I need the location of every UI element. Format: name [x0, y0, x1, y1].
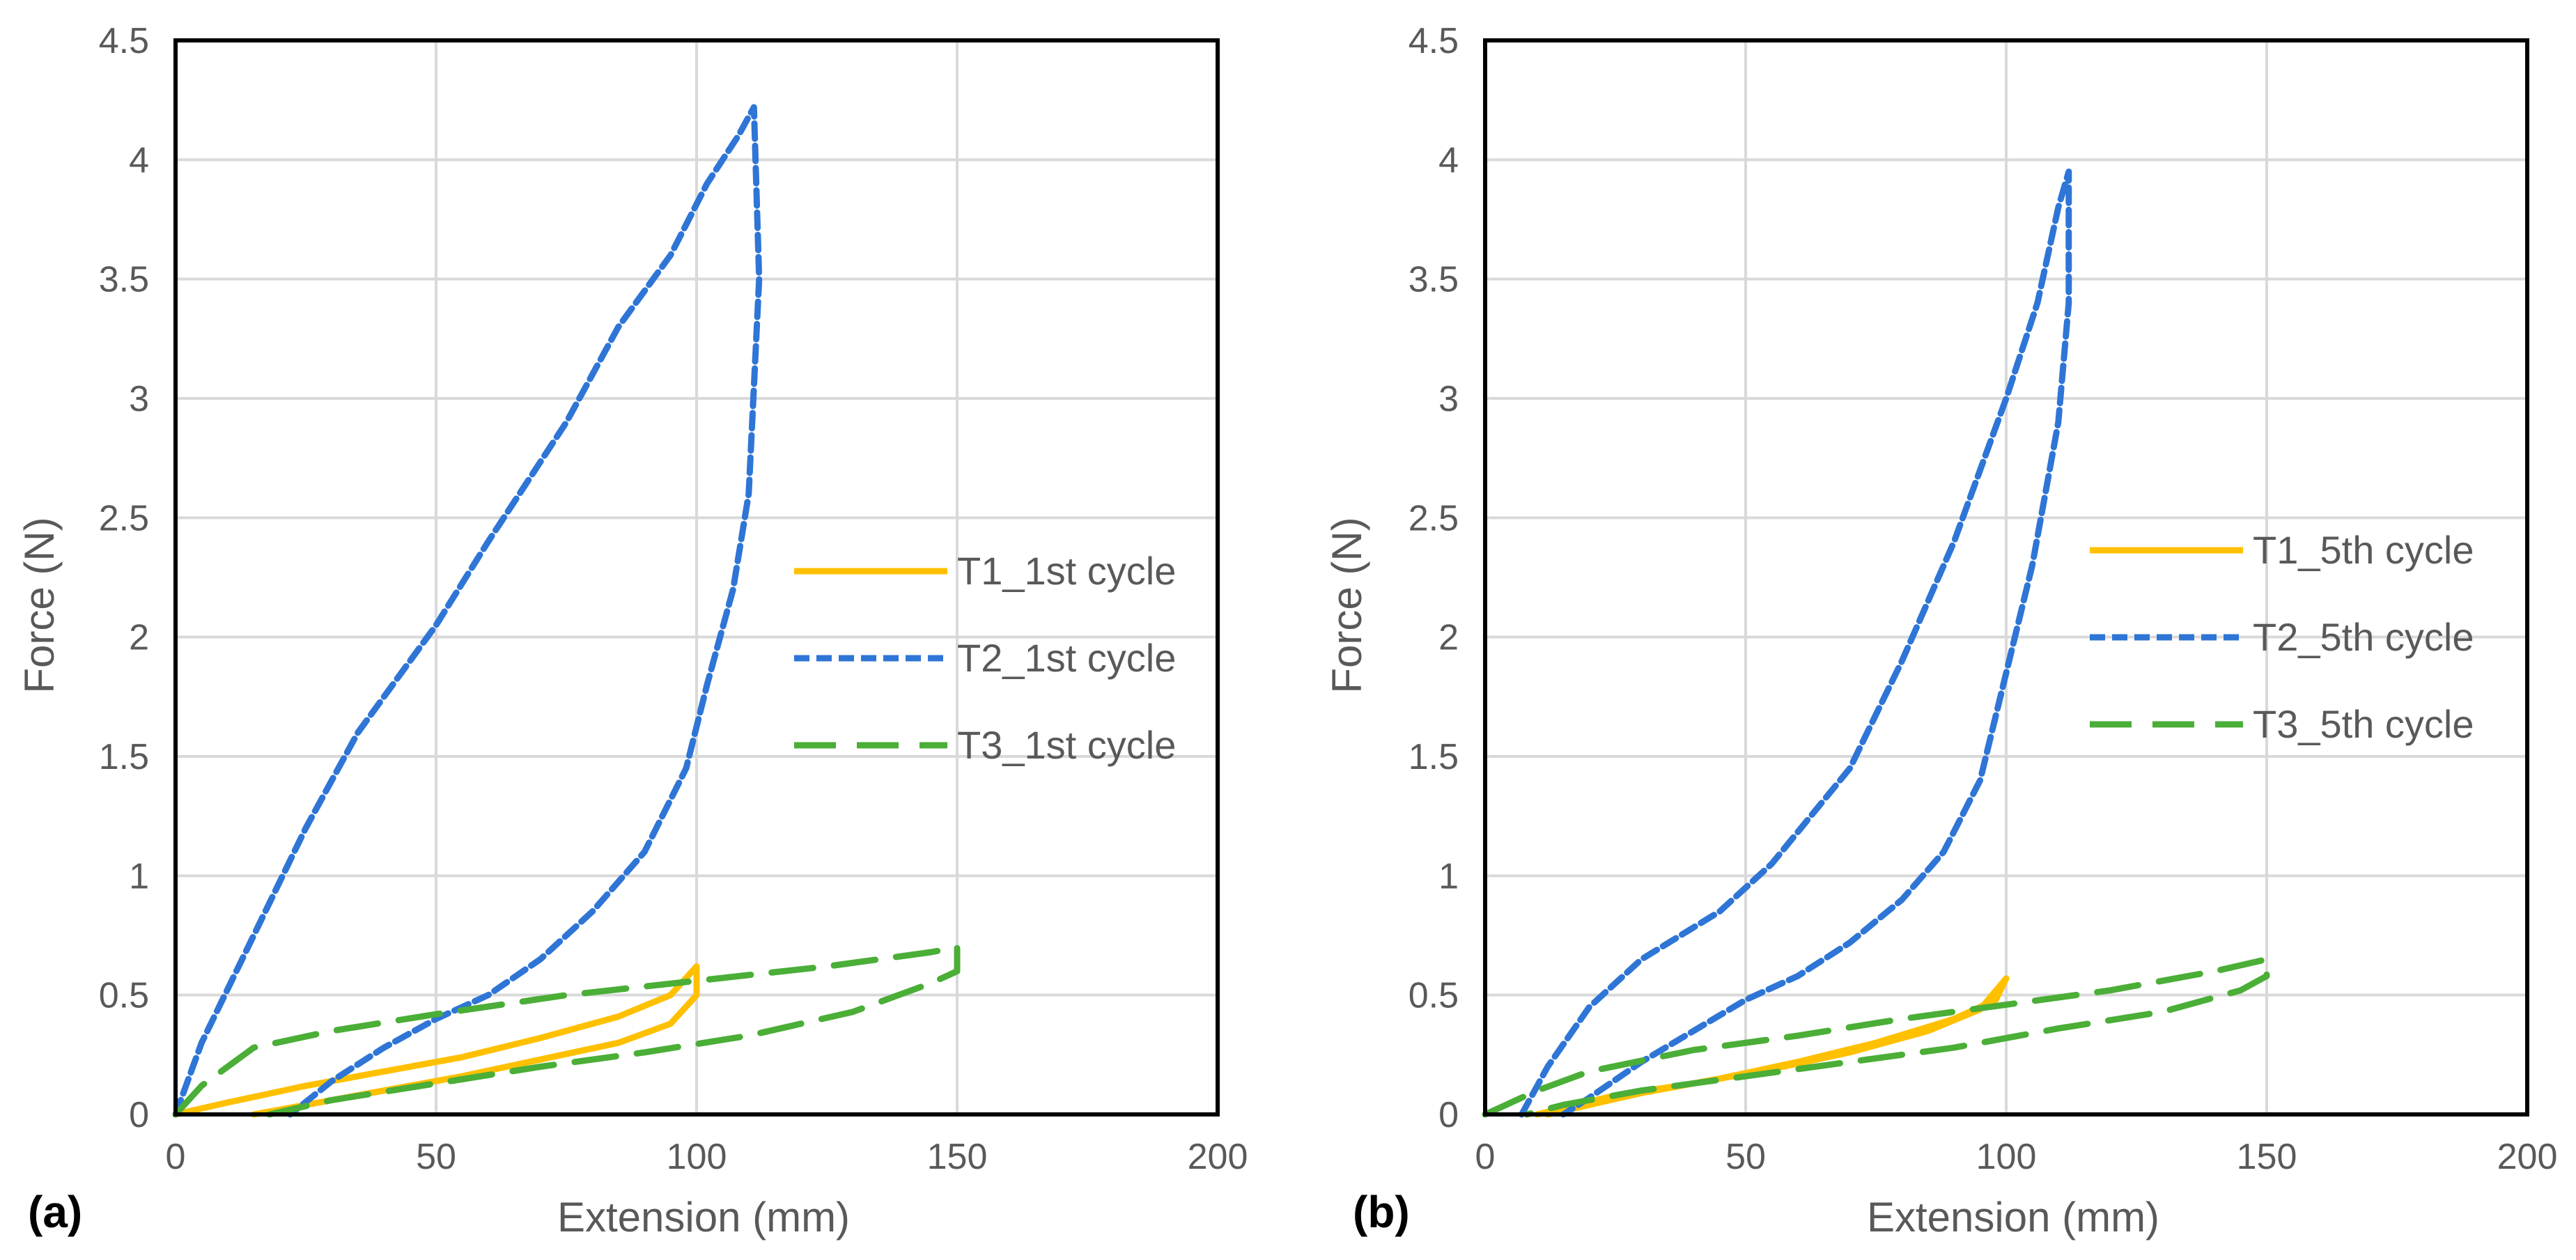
plot-area-frame: [173, 38, 1220, 1117]
legend: T1_1st cycle T2_1st cycle T3_1st cycle: [794, 549, 1176, 767]
y-tick-label: 4: [129, 140, 149, 180]
x-tick-label: 50: [1725, 1137, 1766, 1177]
y-tick-label: 3.5: [1409, 260, 1459, 300]
y-tick-label: 0.5: [1409, 976, 1459, 1016]
y-tick-label: 0.5: [99, 976, 149, 1016]
chart-panel-b: 0 0.5 1 1.5 2 2.5 3 3.5 4 4.5 0 50 100 150 200 Extensio…: [1324, 21, 2557, 1240]
x-axis-label: Extension (mm): [557, 1194, 850, 1240]
y-tick-label: 2: [129, 618, 149, 658]
legend-label-1: T1_5th cycle: [2253, 528, 2474, 572]
series-line-1: [172, 963, 700, 1118]
x-axis-label: Extension (mm): [1867, 1194, 2159, 1240]
y-tick-label: 2: [1438, 618, 1459, 658]
x-tick-label: 150: [927, 1137, 988, 1177]
legend-label-2: T2_1st cycle: [957, 636, 1176, 680]
series-line-3: [172, 944, 961, 1118]
panel-label: (a): [28, 1187, 82, 1237]
plot-area-frame: [1483, 38, 2529, 1117]
y-axis-label: Force (N): [1324, 517, 1370, 693]
y-tick-label: 3: [1438, 379, 1459, 419]
y-tick-label: 4.5: [99, 21, 149, 61]
y-axis-label: Force (N): [16, 517, 63, 693]
series-line-2: [1518, 169, 2072, 1118]
x-tick-label: 100: [667, 1137, 727, 1177]
y-tick-label: 1.5: [99, 737, 149, 777]
y-tick-label: 0: [1438, 1095, 1459, 1135]
x-tick-label: 100: [1976, 1137, 2037, 1177]
y-tick-label: 3: [129, 379, 149, 419]
y-tick-label: 4: [1438, 140, 1459, 180]
legend-label-3: T3_5th cycle: [2253, 702, 2474, 746]
x-tick-label: 50: [416, 1137, 456, 1177]
x-tick-label: 0: [166, 1137, 186, 1177]
legend-label-1: T1_1st cycle: [957, 549, 1176, 593]
x-tick-label: 200: [2497, 1137, 2558, 1177]
y-tick-label: 2.5: [99, 498, 149, 538]
legend-label-2: T2_5th cycle: [2253, 615, 2474, 659]
y-tick-label: 0: [129, 1095, 149, 1135]
chart-panel-a: 0 0.5 1 1.5 2 2.5 3 3.5 4 4.5 0 50 100 150 200 Extensio…: [16, 21, 1248, 1240]
y-tick-label: 1: [1438, 856, 1459, 896]
x-tick-label: 200: [1188, 1137, 1248, 1177]
y-tick-label: 2.5: [1409, 498, 1459, 538]
series-line-2: [172, 104, 763, 1118]
legend-label-3: T3_1st cycle: [957, 723, 1176, 767]
x-tick-label: 150: [2237, 1137, 2297, 1177]
legend: T1_5th cycle T2_5th cycle T3_5th cycle: [2090, 528, 2474, 746]
y-tick-label: 1.5: [1409, 737, 1459, 777]
y-tick-label: 4.5: [1409, 21, 1459, 61]
panel-label: (b): [1353, 1187, 1410, 1237]
y-tick-label: 1: [129, 856, 149, 896]
series-line-3: [1482, 956, 2270, 1118]
y-tick-label: 3.5: [99, 260, 149, 300]
series-line-1: [1534, 975, 2010, 1118]
x-tick-label: 0: [1475, 1137, 1496, 1177]
